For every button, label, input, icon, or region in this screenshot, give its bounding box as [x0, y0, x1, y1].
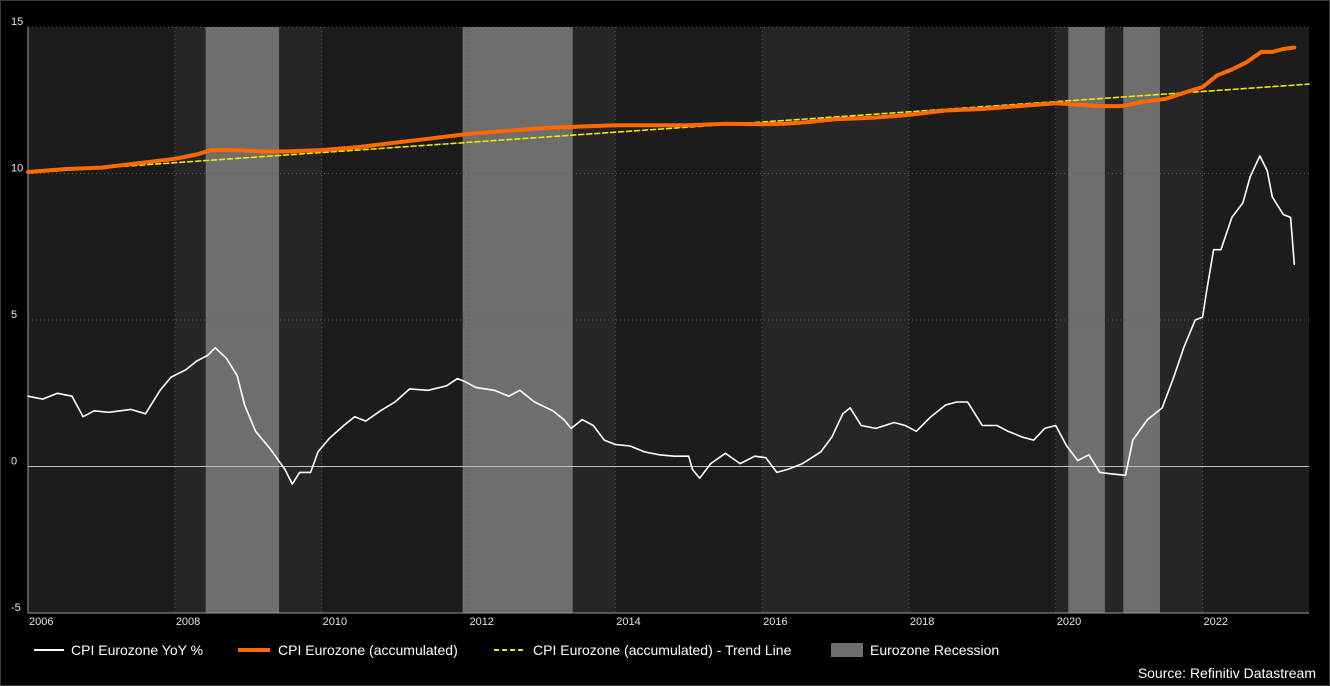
x-tick-label: 2006 [29, 616, 53, 628]
x-tick-label: 2014 [616, 616, 640, 628]
x-tick-label: 2020 [1057, 616, 1081, 628]
y-tick-label: 10 [11, 163, 23, 175]
x-tick-label: 2022 [1204, 616, 1228, 628]
legend-label-recession: Eurozone Recession [870, 642, 999, 658]
y-tick-label: -5 [11, 602, 21, 614]
legend: CPI Eurozone YoY % CPI Eurozone (accumul… [34, 642, 999, 658]
x-tick-label: 2010 [323, 616, 347, 628]
series-line-1 [26, 45, 1297, 174]
x-tick-label: 2016 [763, 616, 787, 628]
legend-label-accumulated: CPI Eurozone (accumulated) [278, 642, 458, 658]
recession-area [1123, 27, 1160, 613]
y-tick-label: 15 [11, 16, 23, 28]
legend-swatch-recession [831, 643, 863, 657]
y-tick-label: 5 [11, 309, 17, 321]
series-line-0 [27, 155, 1296, 485]
y-tick-label: 0 [11, 456, 17, 468]
legend-label-yoy: CPI Eurozone YoY % [71, 642, 203, 658]
x-axis-ticks: 2006 2008 2010 2012 2014 2016 2018 2020 2022 [29, 616, 1228, 628]
series-lines [26, 45, 1310, 485]
recession-area [1068, 27, 1105, 613]
y-axis-ticks: -5 0 5 10 15 [11, 16, 23, 614]
recession-area [205, 27, 280, 613]
legend-item-recession: Eurozone Recession [831, 642, 999, 658]
x-tick-label: 2008 [176, 616, 200, 628]
legend-item-yoy: CPI Eurozone YoY % [34, 642, 203, 658]
x-tick-label: 2018 [910, 616, 934, 628]
legend-item-accumulated: CPI Eurozone (accumulated) [238, 642, 458, 658]
legend-label-trend: CPI Eurozone (accumulated) - Trend Line [533, 642, 792, 658]
series-line-2 [27, 83, 1310, 174]
legend-item-trend: CPI Eurozone (accumulated) - Trend Line [494, 642, 792, 658]
source-note: Source: Refinitiv Datastream [1138, 665, 1316, 681]
x-tick-label: 2012 [469, 616, 493, 628]
